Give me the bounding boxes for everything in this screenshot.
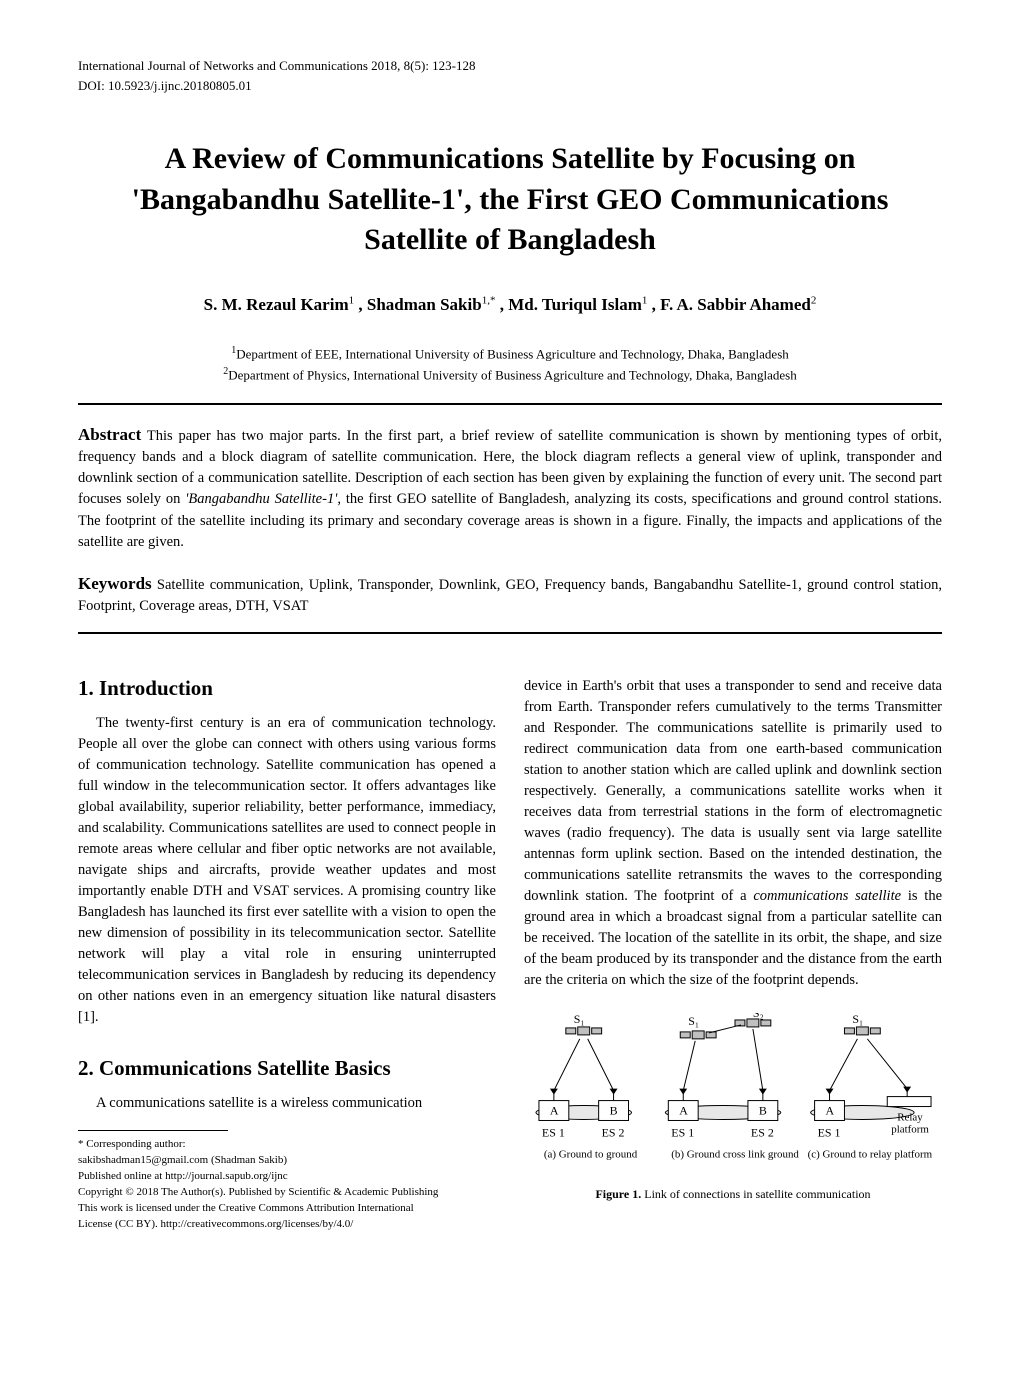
panel-c-caption: (c) Ground to relay platform bbox=[808, 1149, 933, 1161]
affiliations: 1Department of EEE, International Univer… bbox=[78, 343, 942, 385]
footnote-published: Published online at http://journal.sapub… bbox=[78, 1169, 496, 1185]
keywords-label: Keywords bbox=[78, 574, 152, 593]
label-b-b: B bbox=[759, 1104, 767, 1118]
heading-basics: 2. Communications Satellite Basics bbox=[78, 1056, 496, 1081]
footnote-corresponding: * Corresponding author: bbox=[78, 1137, 496, 1153]
label-es1-a: ES 1 bbox=[542, 1126, 565, 1140]
label-es1-b: ES 1 bbox=[671, 1126, 694, 1140]
footnote-separator bbox=[78, 1130, 228, 1131]
header-meta: International Journal of Networks and Co… bbox=[78, 56, 942, 95]
author-2: , Shadman Sakib1,* bbox=[358, 295, 495, 314]
footnote-email: sakibshadman15@gmail.com (Shadman Sakib) bbox=[78, 1153, 496, 1169]
journal-line: International Journal of Networks and Co… bbox=[78, 56, 942, 76]
abstract: Abstract This paper has two major parts.… bbox=[78, 423, 942, 553]
label-b-a: B bbox=[610, 1104, 618, 1118]
panel-a: S₁ A B ES 1 ES 2 bbox=[536, 1013, 638, 1160]
footnote-license-1: This work is licensed under the Creative… bbox=[78, 1201, 496, 1217]
figure-1-svg: S₁ A B ES 1 ES 2 bbox=[524, 1013, 942, 1177]
panel-c: S₁ A ES 1 Relay platform bbox=[808, 1013, 933, 1160]
rule-top bbox=[78, 403, 942, 405]
keywords: Keywords Satellite communication, Uplink… bbox=[78, 571, 942, 619]
column-left: 1. Introduction The twenty-first century… bbox=[78, 676, 496, 1233]
label-s1-c: S₁ bbox=[852, 1013, 863, 1026]
rule-bottom bbox=[78, 632, 942, 634]
label-a-a: A bbox=[550, 1104, 559, 1118]
footnote-copyright: Copyright © 2018 The Author(s). Publishe… bbox=[78, 1185, 496, 1201]
panel-b-caption: (b) Ground cross link ground bbox=[671, 1149, 799, 1161]
label-s2-b: S₂ bbox=[753, 1013, 764, 1020]
label-es2-a: ES 2 bbox=[602, 1126, 625, 1140]
basics-paragraph-left: A communications satellite is a wireless… bbox=[78, 1093, 496, 1114]
authors-line: S. M. Rezaul Karim1 , Shadman Sakib1,* ,… bbox=[78, 295, 942, 316]
affiliation-1: 1Department of EEE, International Univer… bbox=[78, 343, 942, 364]
keywords-text: Satellite communication, Uplink, Transpo… bbox=[78, 577, 942, 615]
affiliation-2: 2Department of Physics, International Un… bbox=[78, 364, 942, 385]
author-3: , Md. Turiqul Islam1 bbox=[500, 295, 648, 314]
label-s1-b: S₁ bbox=[688, 1014, 699, 1028]
footnotes: * Corresponding author: sakibshadman15@g… bbox=[78, 1137, 496, 1233]
author-4: , F. A. Sabbir Ahamed2 bbox=[652, 295, 817, 314]
figure-1-caption: Figure 1. Link of connections in satelli… bbox=[524, 1187, 942, 1202]
doi-line: DOI: 10.5923/j.ijnc.20180805.01 bbox=[78, 76, 942, 96]
label-s1-a: S₁ bbox=[574, 1013, 585, 1026]
abstract-label: Abstract bbox=[78, 425, 141, 444]
label-es1-c: ES 1 bbox=[818, 1126, 841, 1140]
heading-introduction: 1. Introduction bbox=[78, 676, 496, 701]
column-right: device in Earth's orbit that uses a tran… bbox=[524, 676, 942, 1233]
two-column-body: 1. Introduction The twenty-first century… bbox=[78, 676, 942, 1233]
label-relay-2: platform bbox=[891, 1124, 929, 1136]
figure-1: S₁ A B ES 1 ES 2 bbox=[524, 1013, 942, 1202]
intro-paragraph: The twenty-first century is an era of co… bbox=[78, 713, 496, 1028]
panel-a-caption: (a) Ground to ground bbox=[544, 1149, 638, 1161]
label-a-c: A bbox=[826, 1104, 835, 1118]
label-es2-b: ES 2 bbox=[751, 1126, 774, 1140]
label-relay-1: Relay bbox=[897, 1112, 923, 1124]
figure-1-caption-label: Figure 1. bbox=[595, 1187, 641, 1201]
label-a-b: A bbox=[679, 1104, 688, 1118]
author-1: S. M. Rezaul Karim1 bbox=[204, 295, 354, 314]
panel-b: S₁ S₂ bbox=[665, 1013, 799, 1160]
page-title: A Review of Communications Satellite by … bbox=[78, 139, 942, 261]
footnote-license-2: License (CC BY). http://creativecommons.… bbox=[78, 1217, 496, 1233]
basics-paragraph-right: device in Earth's orbit that uses a tran… bbox=[524, 676, 942, 991]
figure-1-caption-text: Link of connections in satellite communi… bbox=[641, 1187, 870, 1201]
abstract-italic: 'Bangabandhu Satellite-1' bbox=[185, 491, 337, 507]
